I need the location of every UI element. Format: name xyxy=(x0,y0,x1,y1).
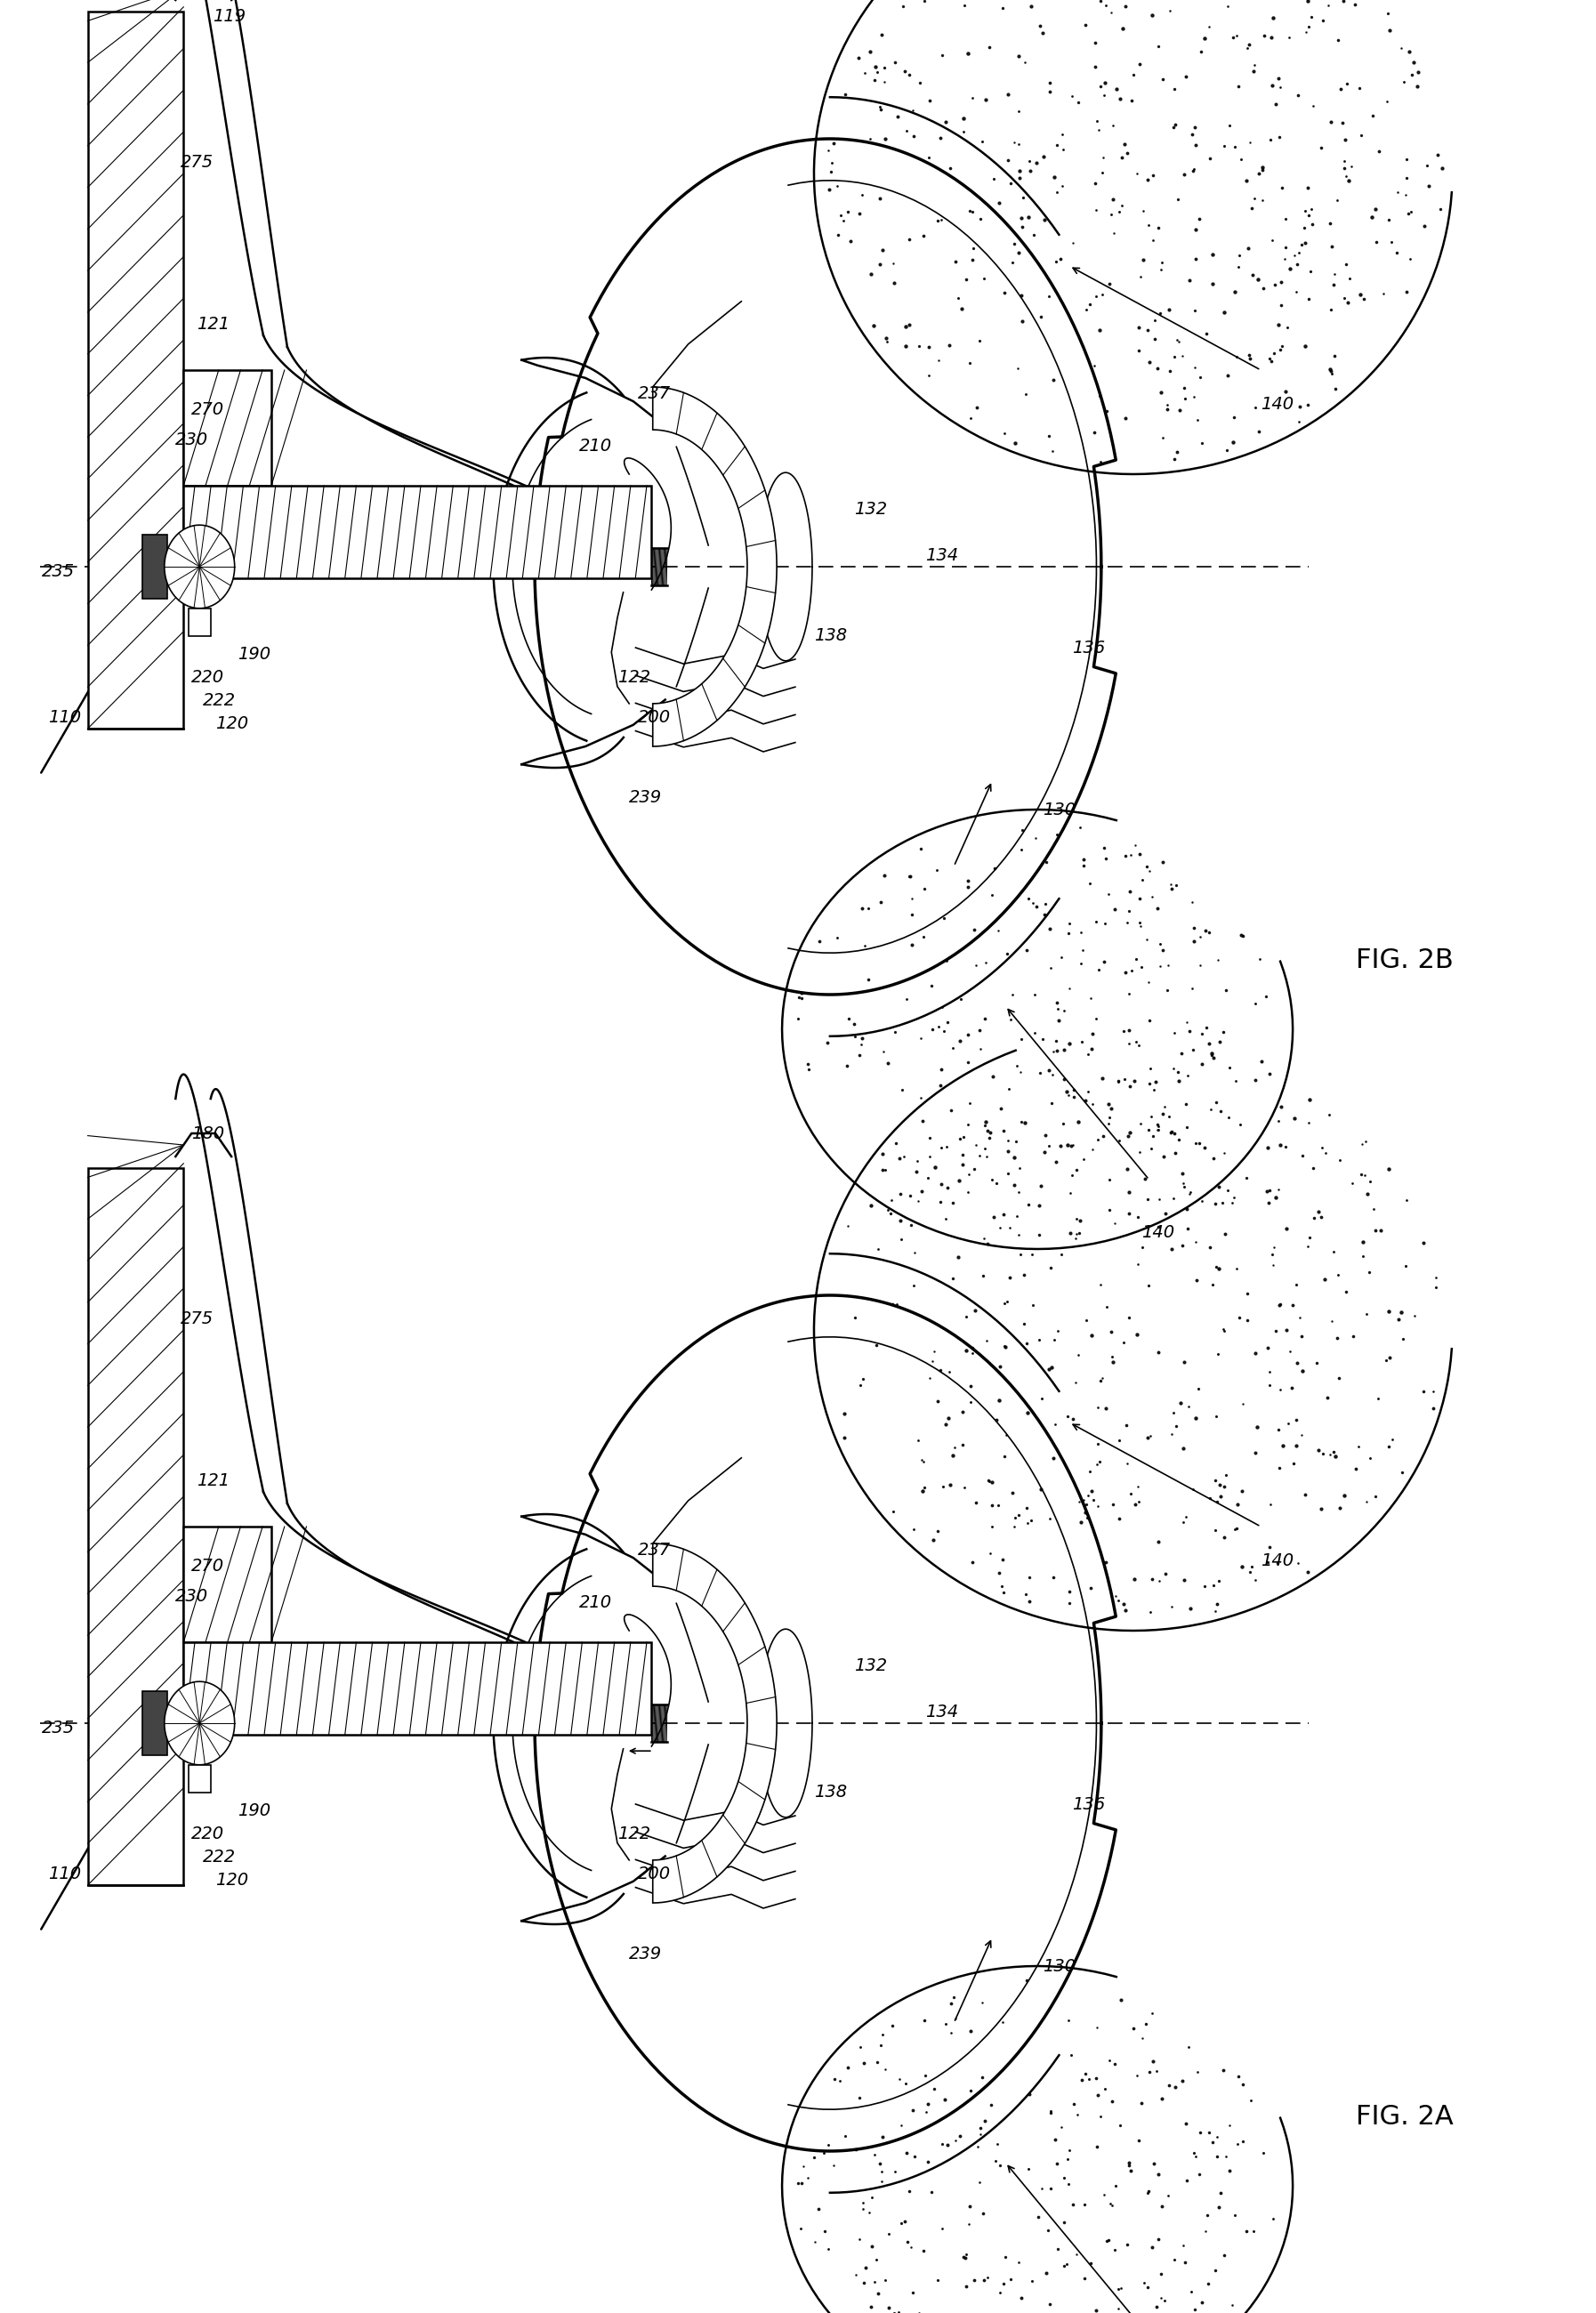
Text: 119: 119 xyxy=(212,7,246,25)
Text: 275: 275 xyxy=(180,153,214,171)
Text: 134: 134 xyxy=(926,546,959,564)
Text: 132: 132 xyxy=(854,1656,887,1675)
Bar xyxy=(142,1691,168,1756)
Bar xyxy=(188,1765,211,1793)
Text: 138: 138 xyxy=(814,627,847,645)
Polygon shape xyxy=(184,486,651,578)
Text: 239: 239 xyxy=(629,1945,662,1964)
Polygon shape xyxy=(184,1527,271,1642)
Text: 121: 121 xyxy=(196,315,230,333)
Polygon shape xyxy=(164,525,235,608)
Text: 122: 122 xyxy=(618,668,650,687)
Polygon shape xyxy=(184,370,271,486)
Text: 235: 235 xyxy=(41,1719,75,1737)
Bar xyxy=(188,608,211,636)
Polygon shape xyxy=(88,12,184,729)
Text: 140: 140 xyxy=(1261,396,1294,414)
Text: 130: 130 xyxy=(1042,1957,1076,1975)
Text: 122: 122 xyxy=(618,1825,650,1843)
Text: 140: 140 xyxy=(1141,1224,1175,1242)
Text: 200: 200 xyxy=(638,708,670,726)
Text: 136: 136 xyxy=(1073,638,1104,657)
Text: FIG. 2A: FIG. 2A xyxy=(1355,2103,1454,2130)
Polygon shape xyxy=(653,1543,777,1904)
Text: 237: 237 xyxy=(638,1540,670,1559)
Text: 134: 134 xyxy=(926,1702,959,1721)
Polygon shape xyxy=(184,1642,651,1735)
Text: 200: 200 xyxy=(638,1864,670,1883)
Text: 132: 132 xyxy=(854,500,887,518)
Text: 222: 222 xyxy=(203,692,236,710)
Text: 210: 210 xyxy=(579,1594,611,1612)
Polygon shape xyxy=(653,386,777,747)
Text: 136: 136 xyxy=(1073,1795,1104,1813)
Text: 190: 190 xyxy=(238,1802,271,1820)
Text: 270: 270 xyxy=(192,400,225,419)
Text: 230: 230 xyxy=(176,1587,209,1605)
Text: 210: 210 xyxy=(579,437,611,456)
Text: 222: 222 xyxy=(203,1848,236,1867)
Text: 235: 235 xyxy=(41,562,75,581)
Polygon shape xyxy=(88,1168,184,1885)
Text: 220: 220 xyxy=(192,1825,225,1843)
Bar xyxy=(142,534,168,599)
Text: 237: 237 xyxy=(638,384,670,402)
Text: 138: 138 xyxy=(814,1783,847,1802)
Text: 110: 110 xyxy=(48,1864,81,1883)
Text: FIG. 2B: FIG. 2B xyxy=(1355,946,1454,974)
Text: 275: 275 xyxy=(180,1309,214,1328)
Text: 130: 130 xyxy=(1042,800,1076,819)
Text: 120: 120 xyxy=(215,715,249,733)
Text: 190: 190 xyxy=(238,645,271,664)
Text: 110: 110 xyxy=(48,708,81,726)
Text: 220: 220 xyxy=(192,668,225,687)
Polygon shape xyxy=(164,1682,235,1765)
Text: 270: 270 xyxy=(192,1557,225,1575)
Text: 180: 180 xyxy=(192,1124,225,1143)
Text: 140: 140 xyxy=(1261,1552,1294,1571)
Text: 121: 121 xyxy=(196,1471,230,1490)
Text: 230: 230 xyxy=(176,430,209,449)
Text: 239: 239 xyxy=(629,789,662,807)
Text: 120: 120 xyxy=(215,1871,249,1890)
